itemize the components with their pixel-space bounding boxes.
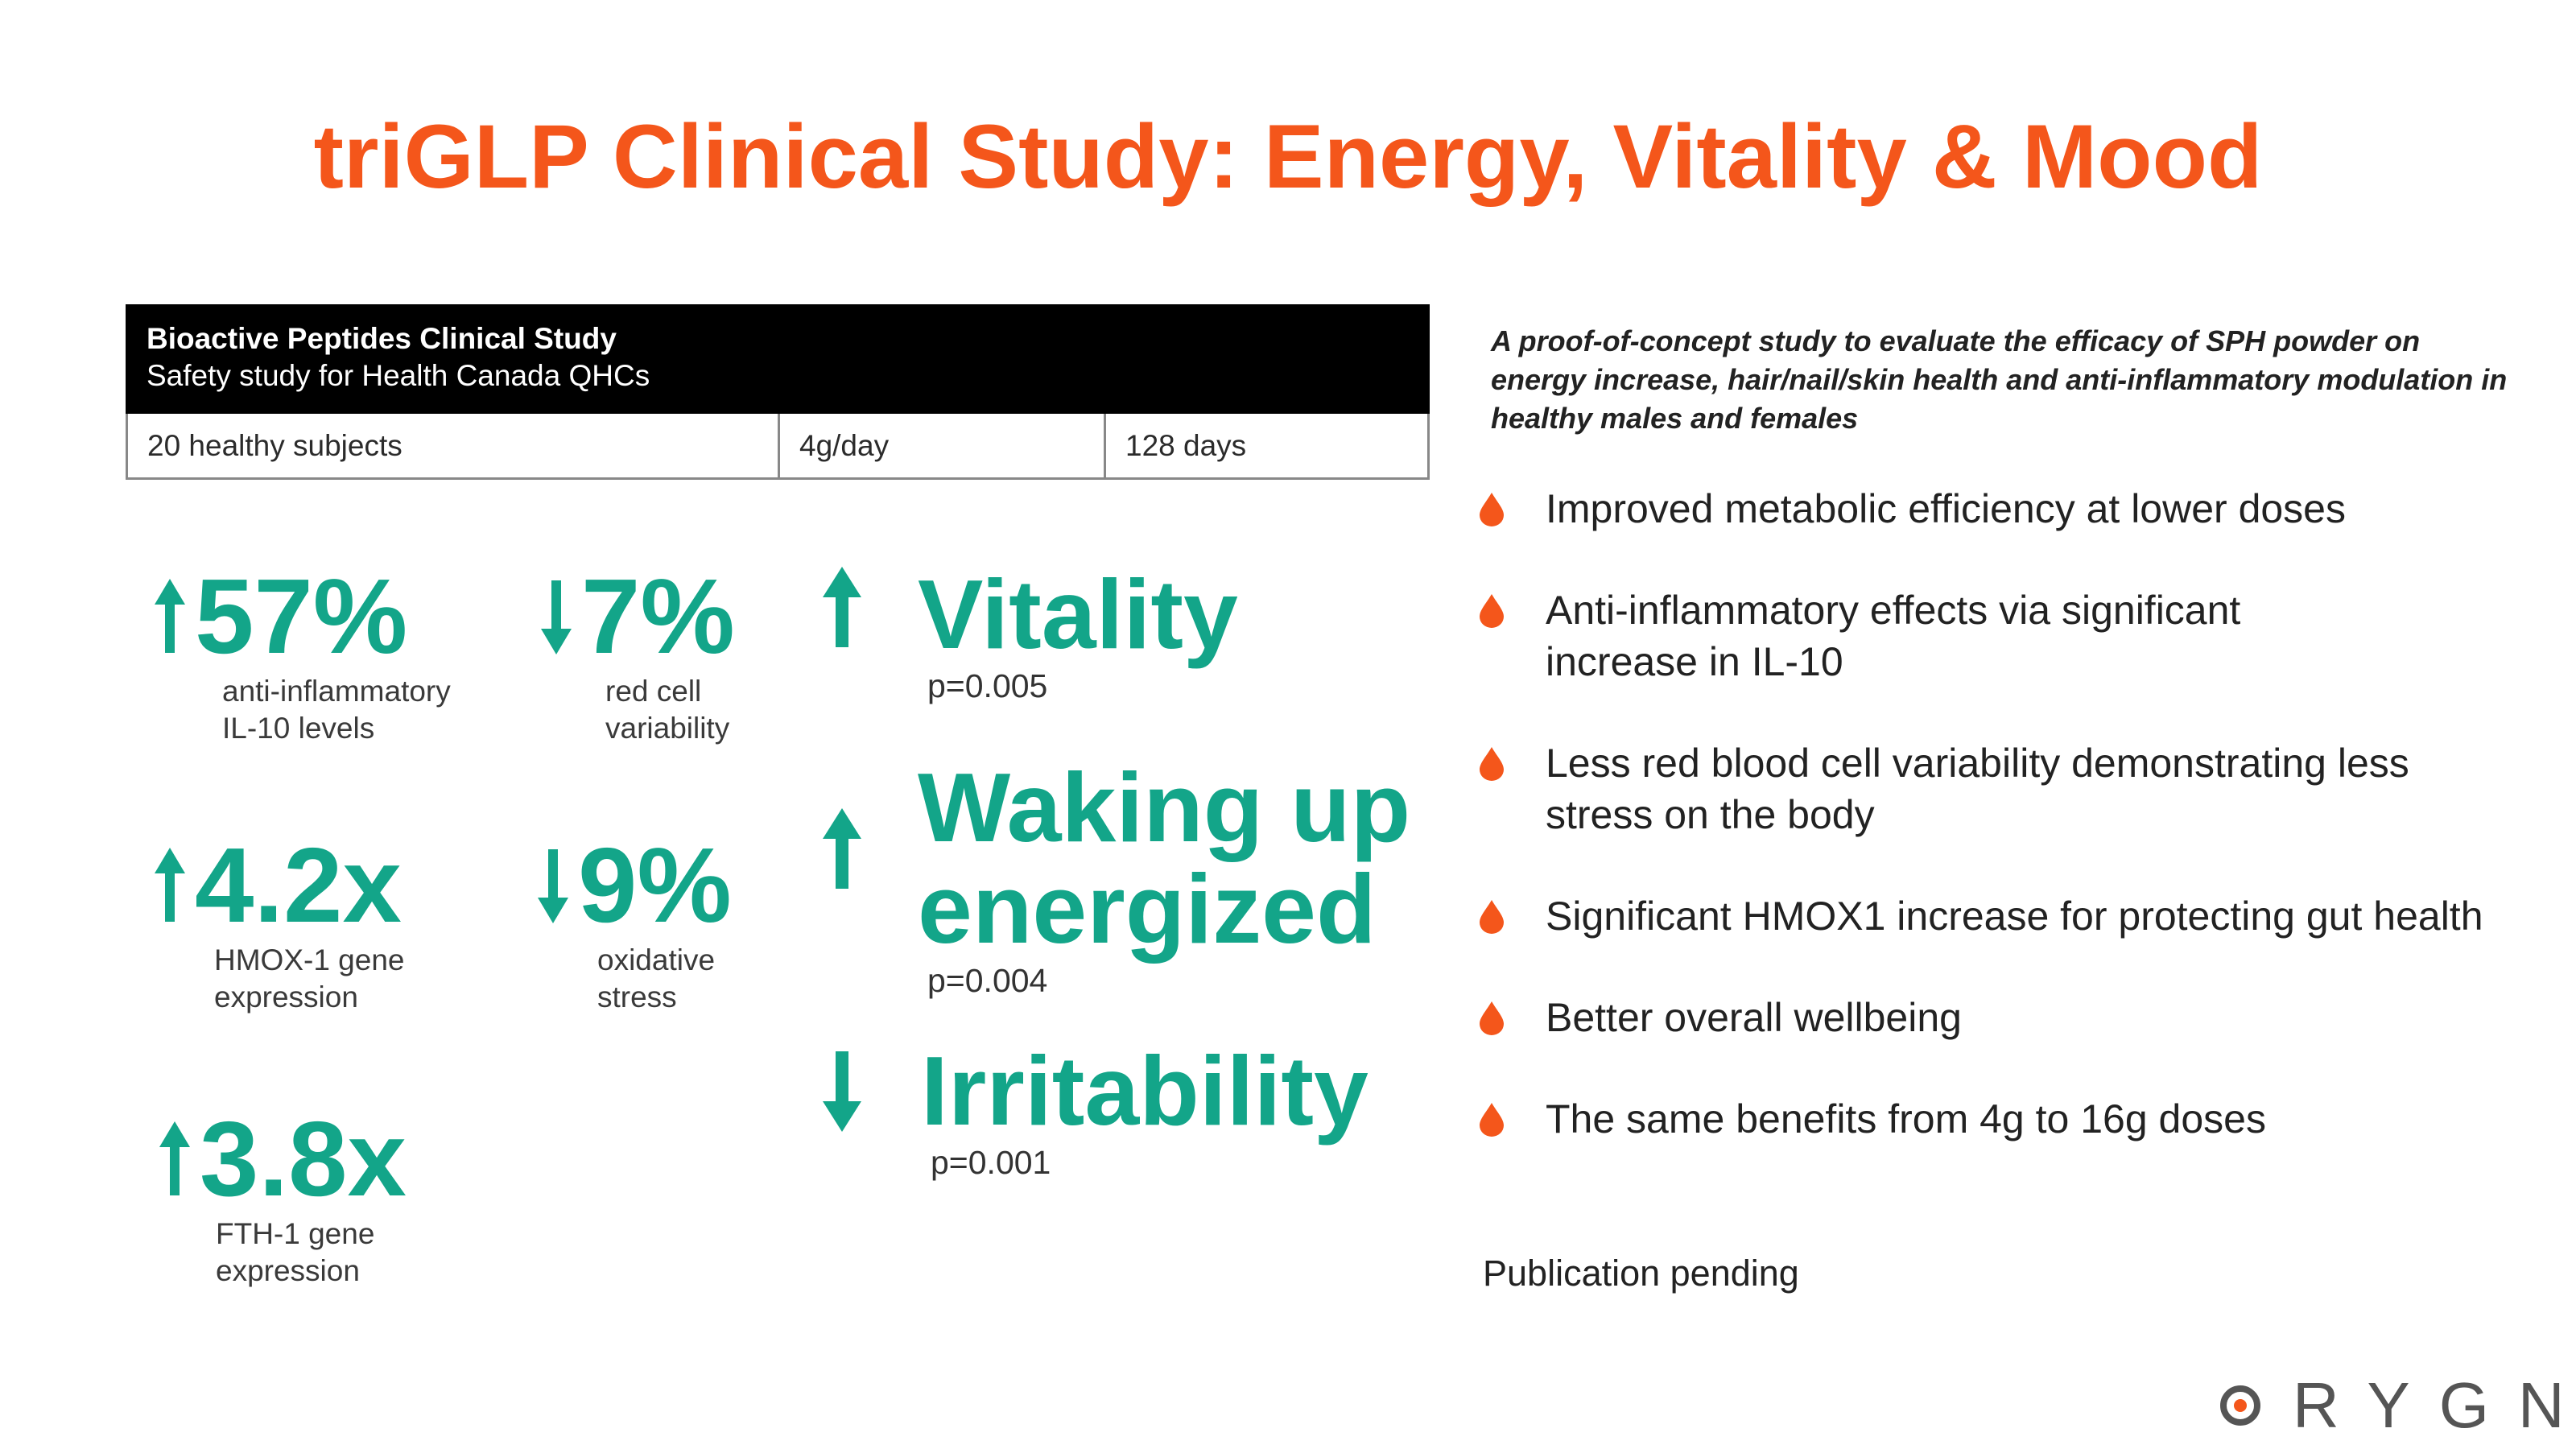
- stat-fth1: 3.8x FTH-1 gene expression: [158, 1103, 407, 1290]
- mood-word: Irritability: [921, 1036, 1368, 1146]
- mood-p-value: p=0.005: [927, 667, 1048, 704]
- drop-icon: [1480, 594, 1504, 628]
- study-dose: 4g/day: [780, 414, 1106, 477]
- list-item-text: Anti-inflammatory effects via significan…: [1546, 588, 2241, 684]
- drop-icon: [1480, 1103, 1504, 1137]
- list-item-text: Improved metabolic efficiency at lower d…: [1546, 486, 2346, 531]
- arrow-up-icon: [153, 572, 187, 661]
- list-item-text: Significant HMOX1 increase for protectin…: [1546, 894, 2483, 939]
- slide-title: triGLP Clinical Study: Energy, Vitality …: [313, 106, 2263, 207]
- drop-icon: [1480, 493, 1504, 526]
- stat-value: 7%: [581, 557, 735, 675]
- study-subjects: 20 healthy subjects: [128, 414, 780, 477]
- stat-label-1: red cell: [605, 675, 702, 708]
- mood-irritability: Irritability p=0.001: [921, 1040, 1368, 1183]
- stat-oxidative: 9% oxidative stress: [536, 829, 732, 1016]
- study-table-header: Bioactive Peptides Clinical Study Safety…: [126, 304, 1430, 414]
- stat-value: 57%: [195, 557, 408, 675]
- mood-word: Vitality: [918, 559, 1238, 669]
- publication-note: Publication pending: [1483, 1253, 1799, 1294]
- drop-icon: [1480, 1001, 1504, 1035]
- brand-logo: RYGN: [2220, 1368, 2576, 1443]
- list-item: Anti-inflammatory effects via significan…: [1478, 584, 2524, 687]
- arrow-down-icon: [536, 841, 570, 930]
- stat-hmox1: 4.2x HMOX-1 gene expression: [153, 829, 405, 1016]
- study-table-row: 20 healthy subjects 4g/day 128 days: [126, 414, 1430, 480]
- arrow-up-icon: [158, 1115, 192, 1203]
- stat-value: 4.2x: [195, 826, 402, 944]
- list-item: Better overall wellbeing: [1478, 992, 2524, 1043]
- stat-red-cell: 7% red cell variability: [539, 560, 735, 747]
- stat-label-2: IL-10 levels: [222, 712, 375, 745]
- study-heading: Bioactive Peptides Clinical Study: [147, 322, 617, 355]
- study-subheading: Safety study for Health Canada QHCs: [147, 359, 650, 392]
- logo-o-icon: [2220, 1385, 2260, 1426]
- stat-label-2: expression: [214, 980, 358, 1013]
- study-duration: 128 days: [1125, 428, 1247, 462]
- list-item-text: The same benefits from 4g to 16g doses: [1546, 1096, 2266, 1141]
- list-item-text: Less red blood cell variability demonstr…: [1546, 741, 2409, 837]
- drop-icon: [1480, 900, 1504, 934]
- stat-il10: 57% anti-inflammatory IL-10 levels: [153, 560, 451, 747]
- arrow-up-icon: [821, 805, 863, 894]
- arrow-down-icon: [539, 572, 573, 661]
- logo-text: RYGN: [2293, 1369, 2576, 1441]
- arrow-up-icon: [153, 841, 187, 930]
- drop-icon: [1480, 747, 1504, 781]
- list-item: Less red blood cell variability demonstr…: [1478, 737, 2524, 840]
- study-intro: A proof-of-concept study to evaluate the…: [1491, 324, 2508, 435]
- mood-p-value: p=0.004: [927, 962, 1048, 999]
- mood-waking-up: Waking up energized p=0.004: [918, 757, 1410, 1001]
- stat-label-1: HMOX-1 gene: [214, 943, 405, 976]
- mood-vitality: Vitality p=0.005: [918, 564, 1238, 707]
- arrow-up-icon: [821, 564, 863, 652]
- list-item-text: Better overall wellbeing: [1546, 995, 1962, 1040]
- stat-label-1: anti-inflammatory: [222, 675, 451, 708]
- benefit-list: Improved metabolic efficiency at lower d…: [1478, 483, 2524, 1195]
- study-info-table: Bioactive Peptides Clinical Study Safety…: [126, 304, 1430, 480]
- mood-p-value: p=0.001: [931, 1144, 1051, 1181]
- stat-label-1: FTH-1 gene: [216, 1217, 375, 1250]
- stat-label-1: oxidative: [597, 943, 716, 976]
- stat-label-2: expression: [216, 1254, 360, 1287]
- list-item: Significant HMOX1 increase for protectin…: [1478, 890, 2524, 942]
- mood-word-2: energized: [918, 854, 1377, 964]
- list-item: Improved metabolic efficiency at lower d…: [1478, 483, 2524, 535]
- stat-value: 3.8x: [200, 1100, 407, 1218]
- stat-label-2: stress: [597, 980, 677, 1013]
- stat-value: 9%: [578, 826, 732, 944]
- stat-label-2: variability: [605, 712, 730, 745]
- arrow-down-icon: [821, 1046, 863, 1135]
- mood-word: Waking up: [918, 753, 1411, 862]
- list-item: The same benefits from 4g to 16g doses: [1478, 1093, 2524, 1145]
